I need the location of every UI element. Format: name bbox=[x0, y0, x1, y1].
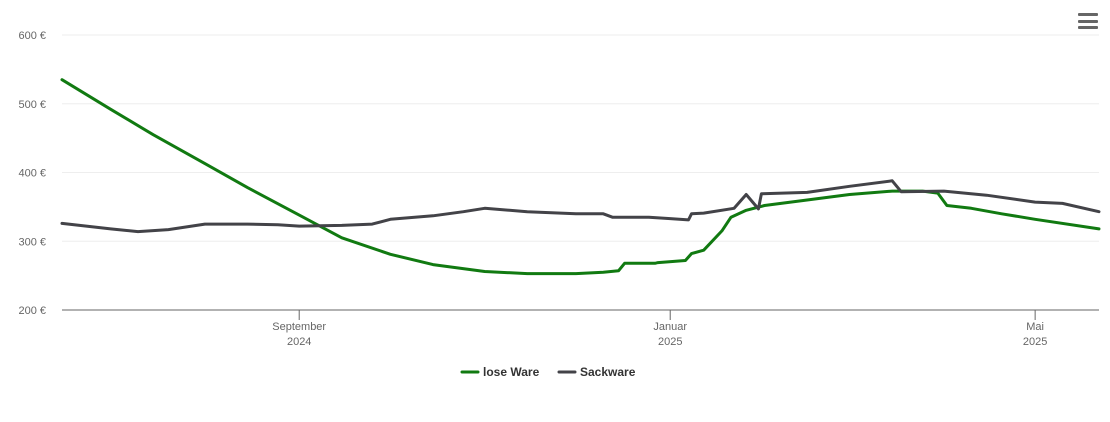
legend-item-2[interactable]: Sackware bbox=[557, 365, 636, 379]
x-tick-label-year: 2025 bbox=[658, 336, 682, 348]
hamburger-menu-icon[interactable] bbox=[1078, 12, 1098, 30]
series-line-1 bbox=[60, 78, 1101, 276]
x-tick-label-year: 2024 bbox=[287, 336, 311, 348]
y-tick-label: 500 € bbox=[18, 99, 46, 111]
series-lines bbox=[60, 78, 1101, 276]
x-tick-label-month: Januar bbox=[653, 321, 687, 333]
y-tick-label: 300 € bbox=[18, 236, 46, 248]
x-tick-label-month: September bbox=[272, 321, 326, 333]
legend-item-1[interactable]: lose Ware bbox=[460, 365, 540, 379]
legend-label: Sackware bbox=[580, 365, 636, 379]
legend-label: lose Ware bbox=[483, 365, 540, 379]
y-tick-label: 400 € bbox=[18, 168, 46, 180]
series-line-2 bbox=[60, 179, 1101, 234]
legend[interactable]: lose Ware Sackware bbox=[460, 365, 636, 379]
x-tick-label-year: 2025 bbox=[1023, 336, 1047, 348]
x-tick-label-month: Mai bbox=[1026, 321, 1044, 333]
x-axis: September 2024 Januar 2025 Mai 2025 bbox=[62, 309, 1099, 348]
y-axis-labels: 200 € 300 € 400 € 500 € 600 € bbox=[18, 30, 46, 317]
y-tick-label: 200 € bbox=[18, 305, 46, 317]
grid-lines bbox=[62, 34, 1099, 242]
y-tick-label: 600 € bbox=[18, 30, 46, 42]
